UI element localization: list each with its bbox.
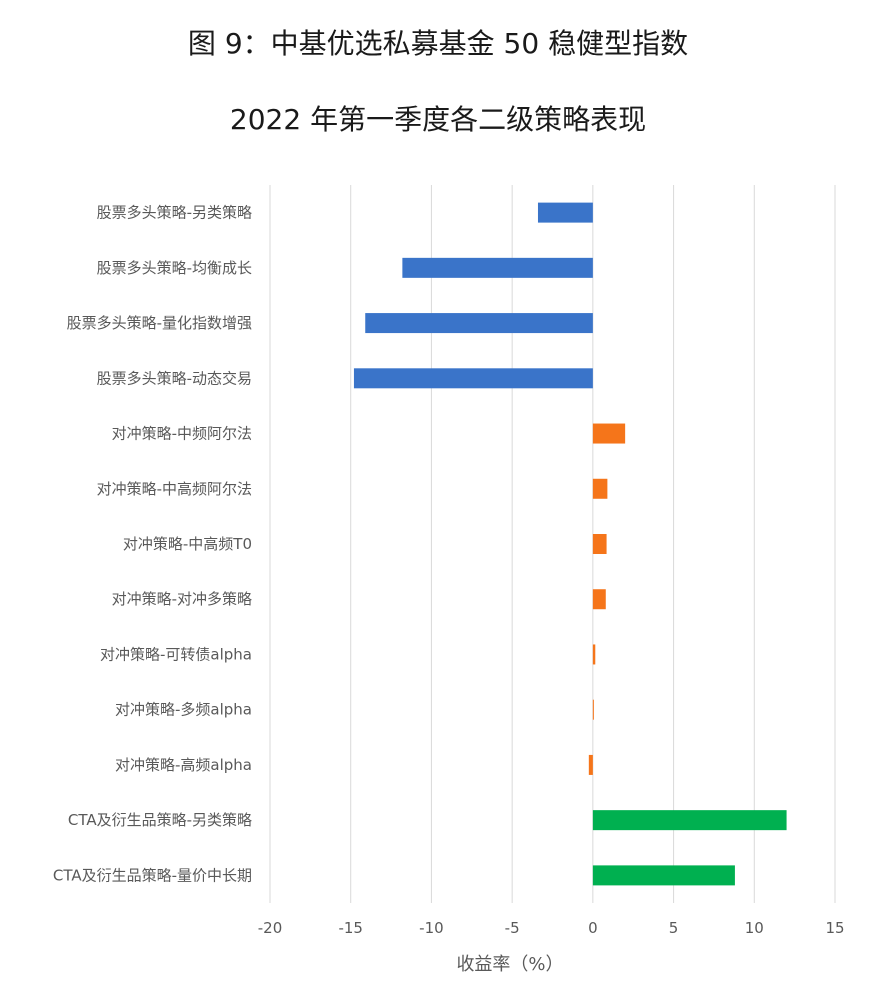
bar: [592, 534, 607, 554]
bar: [402, 257, 593, 278]
bar: [592, 644, 596, 665]
x-tick-label: 15: [825, 919, 844, 937]
bars: [353, 202, 787, 886]
x-tick-label: -20: [258, 919, 283, 937]
category-label: 股票多头策略-量化指数增强: [67, 314, 252, 332]
x-tick-label: 5: [669, 919, 679, 937]
x-tick-label: 0: [588, 919, 598, 937]
bar: [592, 865, 735, 886]
x-axis-title: 收益率（%）: [456, 954, 563, 975]
category-label: 股票多头策略-另类策略: [97, 204, 252, 222]
bar: [537, 202, 593, 223]
category-label: 股票多头策略-均衡成长: [97, 259, 252, 277]
x-tick-label: -10: [419, 919, 444, 937]
x-tick-label: -5: [505, 919, 520, 937]
category-label: 对冲策略-中高频阿尔法: [97, 480, 252, 498]
x-tick-label: 10: [745, 919, 764, 937]
category-label: CTA及衍生品策略-另类策略: [68, 811, 252, 829]
bar: [588, 754, 593, 775]
category-label: 对冲策略-对冲多策略: [112, 590, 252, 608]
x-tick-labels: -20 -15 -10 -5 0 5 10 15: [258, 919, 845, 937]
gridlines: [269, 185, 836, 903]
category-label: 对冲策略-中频阿尔法: [112, 425, 252, 443]
chart-subtitle: 2022 年第一季度各二级策略表现: [229, 103, 647, 136]
bar: [353, 368, 593, 389]
bar: [592, 589, 606, 610]
bar: [592, 478, 608, 499]
bar: [365, 313, 593, 334]
chart-title: 图 9：中基优选私募基金 50 稳健型指数: [187, 27, 689, 60]
x-tick-label: -15: [338, 919, 363, 937]
bar: [592, 699, 594, 720]
category-label: 股票多头策略-动态交易: [97, 369, 252, 387]
bar: [592, 423, 626, 444]
category-label: 对冲策略-可转债alpha: [100, 645, 252, 663]
bar: [592, 810, 787, 831]
category-label: 对冲策略-高频alpha: [115, 756, 252, 774]
category-label: CTA及衍生品策略-量价中长期: [53, 866, 252, 884]
category-label: 对冲策略-多频alpha: [115, 701, 252, 719]
category-labels: 股票多头策略-另类策略股票多头策略-均衡成长股票多头策略-量化指数增强股票多头策…: [53, 204, 252, 885]
category-label: 对冲策略-中高频T0: [123, 535, 252, 553]
